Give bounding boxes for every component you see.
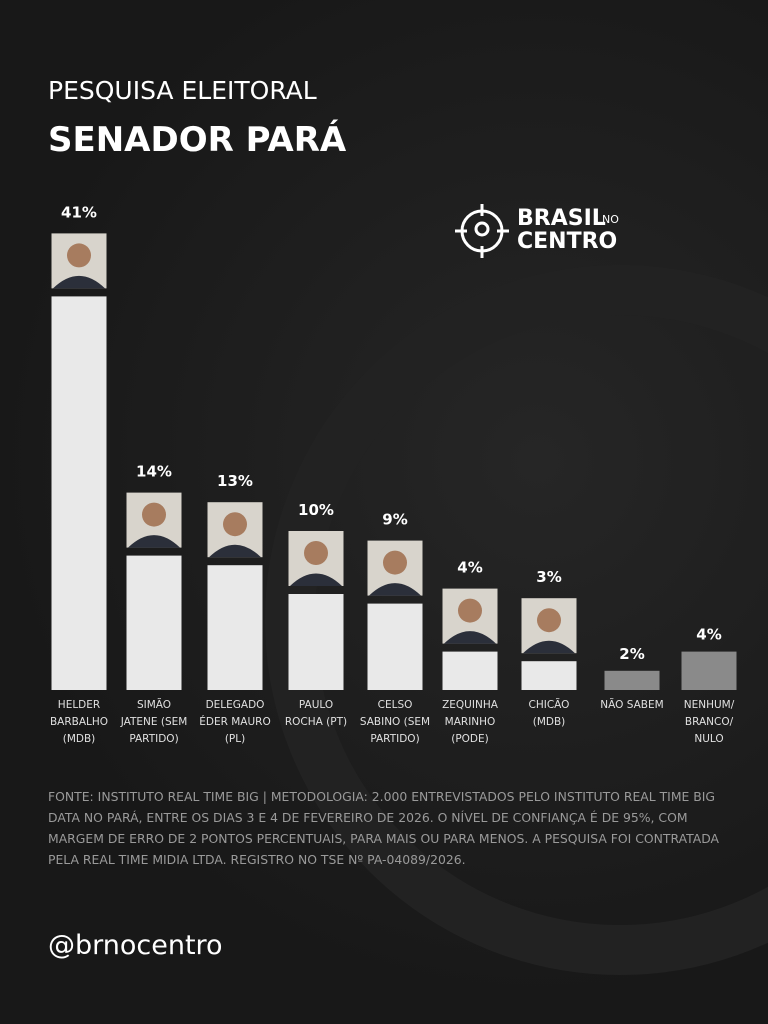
source-note: FONTE: INSTITUTO REAL TIME BIG | METODOL…: [48, 789, 719, 867]
value-label: 2%: [619, 645, 644, 663]
category-label: DELEGADO ÉDER MAURO (PL): [199, 699, 271, 745]
candidate-photo: [126, 492, 182, 548]
category-label: CELSO SABINO (SEM PARTIDO): [359, 699, 431, 745]
candidate-photo: [51, 233, 107, 289]
bar: [207, 565, 263, 690]
category-label: NÃO SABEM: [600, 699, 664, 711]
value-label: 13%: [217, 472, 253, 490]
logo-icon: [455, 204, 509, 258]
logo-text: BRASIL: [517, 206, 606, 231]
value-label: 14%: [136, 463, 172, 481]
handle: @brnocentro: [48, 930, 223, 961]
bar: [367, 603, 423, 690]
value-label: 9%: [382, 511, 407, 529]
bar: [126, 555, 182, 690]
value-label: 3%: [536, 568, 561, 586]
bar: [681, 651, 737, 690]
category-label: ZEQUINHA MARINHO (PODE): [442, 699, 498, 745]
category-label: SIMÃO JATENE (SEM PARTIDO): [120, 699, 188, 745]
category-label: CHICÃO (MDB): [528, 699, 570, 728]
value-label: 4%: [696, 626, 721, 644]
logo-text: NO: [602, 213, 619, 226]
bar: [521, 661, 577, 690]
candidate-photo: [442, 588, 498, 644]
logo-text: CENTRO: [517, 229, 618, 254]
category-label: PAULO ROCHA (PT): [284, 699, 348, 728]
candidate-photo: [367, 540, 423, 596]
subtitle: PESQUISA ELEITORAL: [48, 76, 317, 105]
bar: [604, 670, 660, 690]
bar: [51, 296, 107, 690]
candidate-photo: [288, 531, 344, 586]
bar: [288, 594, 344, 690]
candidate-photo: [521, 598, 577, 654]
value-label: 4%: [457, 559, 482, 577]
candidate-photo: [207, 502, 263, 558]
category-label: HELDER BARBALHO (MDB): [49, 699, 109, 745]
bar: [442, 651, 498, 690]
title: SENADOR PARÁ: [48, 120, 347, 160]
category-label: NENHUM/ BRANCO/ NULO: [683, 699, 735, 745]
value-label: 10%: [298, 501, 334, 519]
value-label: 41%: [61, 203, 97, 221]
